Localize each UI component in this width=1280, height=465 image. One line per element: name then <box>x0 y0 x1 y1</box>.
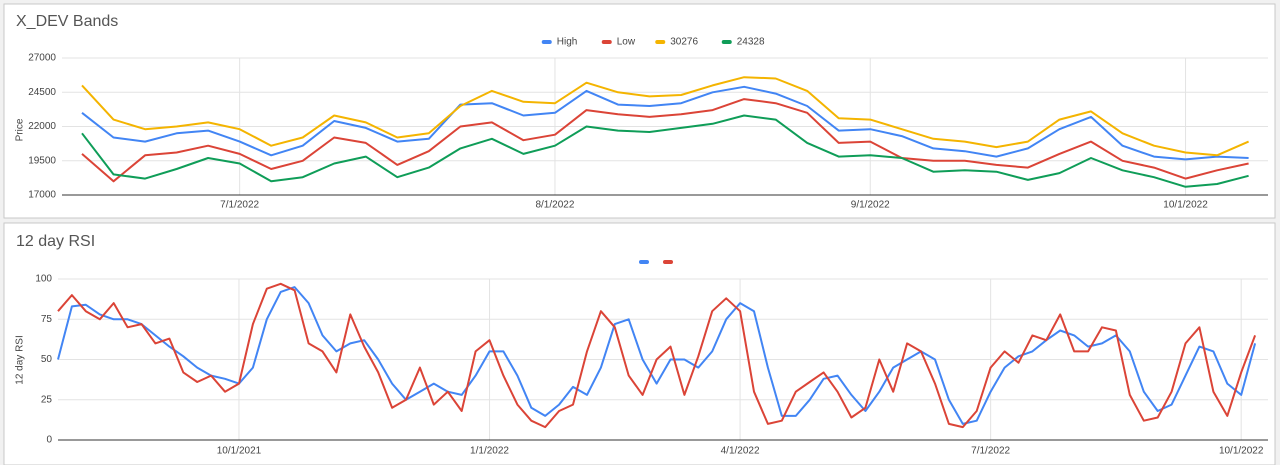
y-tick-label: 50 <box>41 354 53 365</box>
x-tick-label: 4/1/2022 <box>721 446 760 457</box>
panel <box>3 3 1276 219</box>
legend-label: High <box>557 37 578 48</box>
chart-title: X_DEV Bands <box>16 13 118 30</box>
legend-swatch <box>655 40 666 44</box>
y-tick-label: 27000 <box>28 53 56 64</box>
y-tick-label: 100 <box>35 274 52 285</box>
legend-swatch <box>541 40 552 44</box>
series-line <box>81 76 1249 157</box>
y-tick-label: 75 <box>41 314 53 325</box>
y-axis-title: Price <box>15 118 26 141</box>
series-line <box>57 282 1257 429</box>
y-tick-label: 19500 <box>28 155 56 166</box>
x-tick-label: 1/1/2022 <box>470 446 509 457</box>
series-line <box>81 114 1249 188</box>
legend-swatch <box>639 260 649 264</box>
x-tick-label: 8/1/2022 <box>535 200 574 211</box>
y-tick-label: 17000 <box>28 190 56 201</box>
legend-swatch <box>663 260 673 264</box>
series-line <box>57 286 1257 425</box>
y-axis-title: 12 day RSI <box>15 335 26 384</box>
x-tick-label: 10/1/2022 <box>1163 200 1208 211</box>
y-tick-label: 25 <box>41 394 53 405</box>
y-tick-label: 24500 <box>28 87 56 98</box>
series-line <box>81 85 1249 161</box>
x-tick-label: 10/1/2021 <box>217 446 262 457</box>
legend-label: 30276 <box>670 37 698 48</box>
series-line <box>81 98 1249 183</box>
x-tick-label: 7/1/2022 <box>220 200 259 211</box>
x-tick-label: 7/1/2022 <box>971 446 1010 457</box>
legend-label: Low <box>617 37 636 48</box>
panel <box>3 222 1276 465</box>
y-tick-label: 22000 <box>28 121 56 132</box>
legend-swatch <box>601 40 612 44</box>
chart-title: 12 day RSI <box>16 233 95 250</box>
y-tick-label: 0 <box>46 435 52 446</box>
legend-label: 24328 <box>737 37 765 48</box>
x-tick-label: 10/1/2022 <box>1219 446 1264 457</box>
legend-swatch <box>721 40 732 44</box>
x-tick-label: 9/1/2022 <box>851 200 890 211</box>
